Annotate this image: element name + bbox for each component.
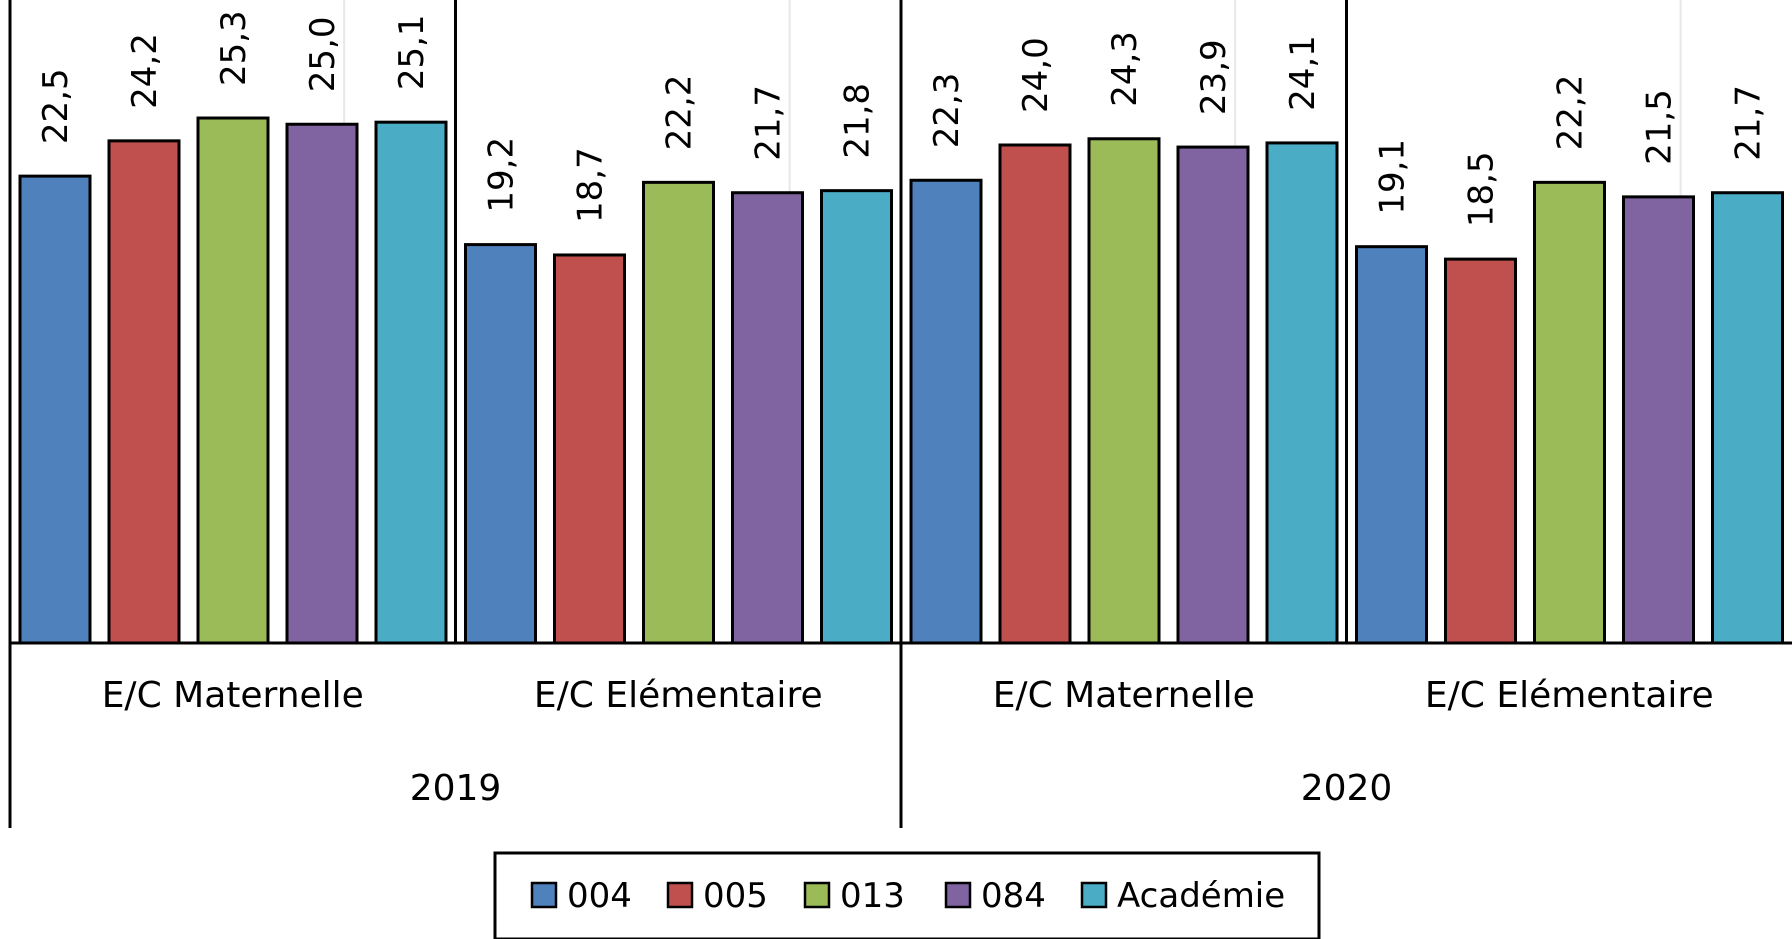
legend-swatch — [1080, 881, 1108, 909]
legend-swatch — [944, 881, 972, 909]
legend-label: Académie — [1117, 876, 1285, 916]
legend-label: 005 — [703, 876, 768, 916]
bar — [107, 139, 181, 645]
category-label: E/C Elémentaire — [1425, 675, 1714, 716]
category-label: E/C Maternelle — [993, 675, 1255, 716]
bar — [642, 180, 715, 645]
data-label: 19,2 — [482, 137, 522, 213]
data-label: 24,1 — [1283, 35, 1323, 111]
data-label: 25,3 — [214, 10, 254, 86]
bar — [1622, 195, 1695, 645]
legend-box — [493, 851, 1321, 939]
legend-swatch — [803, 881, 831, 909]
category-label: E/C Elémentaire — [534, 675, 823, 716]
legend-swatch — [530, 881, 558, 909]
data-label: 18,7 — [571, 147, 611, 223]
data-label: 22,5 — [36, 68, 76, 144]
data-label: 25,0 — [303, 17, 343, 93]
legend-label: 004 — [567, 876, 632, 916]
bar — [1355, 245, 1428, 645]
legend-label: 013 — [840, 876, 905, 916]
bar — [1444, 257, 1517, 645]
bar — [18, 174, 92, 645]
bar — [196, 116, 270, 645]
bar — [731, 191, 804, 645]
data-label: 19,1 — [1373, 139, 1413, 215]
data-label: 22,3 — [927, 73, 967, 149]
bar — [1176, 145, 1250, 645]
bar — [553, 253, 626, 645]
bar — [1711, 191, 1784, 645]
bar — [909, 178, 983, 645]
group-label: 2020 — [1301, 768, 1393, 809]
legend-swatch — [666, 881, 694, 909]
data-label: 21,7 — [1729, 85, 1769, 161]
bar — [285, 122, 359, 645]
data-label: 23,9 — [1194, 39, 1234, 115]
data-label: 25,1 — [392, 14, 432, 90]
group-label: 2019 — [410, 768, 502, 809]
bar — [374, 120, 448, 645]
category-label: E/C Maternelle — [102, 675, 364, 716]
legend-label: 084 — [981, 876, 1046, 916]
data-label: 22,2 — [1551, 75, 1591, 151]
bar — [464, 243, 537, 645]
data-label: 24,0 — [1016, 37, 1056, 113]
data-label: 21,7 — [749, 85, 789, 161]
data-label: 24,2 — [125, 33, 165, 109]
data-label: 21,8 — [838, 83, 878, 159]
data-label: 24,3 — [1105, 31, 1145, 107]
data-label: 18,5 — [1462, 151, 1502, 227]
bar — [1087, 137, 1161, 645]
bar — [1265, 141, 1339, 645]
data-label: 22,2 — [660, 75, 700, 151]
bar — [1533, 180, 1606, 645]
data-label: 21,5 — [1640, 89, 1680, 165]
bar — [998, 143, 1072, 645]
bar — [820, 189, 893, 645]
